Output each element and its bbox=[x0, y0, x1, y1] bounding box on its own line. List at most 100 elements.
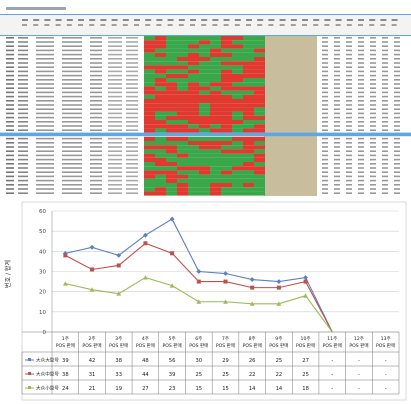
category-label: 10주 bbox=[301, 336, 311, 342]
table-cell: 25 bbox=[302, 372, 309, 378]
y-tick-label: 0 bbox=[43, 330, 47, 336]
table-cell: 25 bbox=[276, 358, 283, 364]
y-tick-label: 40 bbox=[39, 249, 46, 255]
legend-label: 大众大型号 bbox=[36, 357, 59, 364]
table-cell: 44 bbox=[142, 372, 149, 378]
table-cell: 39 bbox=[62, 358, 69, 364]
data-point bbox=[276, 301, 282, 306]
category-label: POS 판매 bbox=[189, 342, 208, 349]
y-axis-label: 번호 / 합계 bbox=[4, 260, 12, 288]
table-cell: 39 bbox=[169, 372, 176, 378]
category-label: 4주 bbox=[142, 336, 149, 342]
category-label: POS 판매 bbox=[109, 342, 128, 349]
category-label: POS 판매 bbox=[376, 342, 395, 349]
data-point bbox=[143, 241, 148, 246]
data-point bbox=[303, 279, 308, 284]
table-cell: 14 bbox=[276, 386, 283, 392]
category-label: 8주 bbox=[249, 336, 256, 342]
category-label: POS 판매 bbox=[136, 342, 155, 349]
table-cell: 19 bbox=[115, 386, 122, 392]
category-label: POS 판매 bbox=[243, 342, 262, 349]
table-cell: 30 bbox=[196, 358, 203, 364]
table-cell: 26 bbox=[249, 358, 256, 364]
table-cell: 29 bbox=[222, 358, 229, 364]
table-cell: 15 bbox=[222, 386, 229, 392]
table-cell: - bbox=[331, 372, 333, 378]
data-point bbox=[196, 299, 202, 304]
data-point bbox=[169, 283, 175, 288]
y-tick-label: 20 bbox=[39, 290, 46, 296]
table-cell: 15 bbox=[196, 386, 203, 392]
data-point bbox=[303, 293, 308, 298]
table-cell: 56 bbox=[169, 358, 176, 364]
data-point bbox=[169, 216, 175, 222]
data-point bbox=[116, 252, 122, 258]
table-cell: 22 bbox=[249, 372, 256, 378]
data-point bbox=[249, 301, 255, 306]
table-cell: 21 bbox=[89, 386, 96, 392]
category-label: 7주 bbox=[222, 336, 229, 342]
category-label: POS 판매 bbox=[296, 342, 315, 349]
table-cell: 23 bbox=[169, 386, 176, 392]
table-cell: - bbox=[358, 358, 360, 364]
category-label: 9주 bbox=[275, 336, 282, 342]
data-point bbox=[196, 279, 201, 284]
table-cell: 27 bbox=[142, 386, 149, 392]
legend-label: 大众中型号 bbox=[36, 371, 59, 378]
y-tick-label: 10 bbox=[39, 310, 46, 316]
category-label: 11주 bbox=[327, 336, 337, 342]
table-cell: 27 bbox=[302, 358, 309, 364]
data-point bbox=[116, 263, 121, 268]
data-point bbox=[276, 279, 282, 284]
chart-frame bbox=[21, 201, 407, 401]
table-cell: 25 bbox=[222, 372, 229, 378]
table-cell: 38 bbox=[62, 372, 69, 378]
category-label: POS 판매 bbox=[323, 342, 342, 349]
table-cell: 33 bbox=[115, 372, 122, 378]
table-cell: - bbox=[385, 372, 387, 378]
table-cell: 25 bbox=[196, 372, 203, 378]
table-cell: - bbox=[385, 358, 387, 364]
data-point bbox=[223, 299, 228, 304]
data-point bbox=[62, 281, 68, 286]
data-point bbox=[170, 251, 175, 256]
data-point bbox=[63, 253, 68, 258]
category-label: 1주 bbox=[62, 336, 69, 342]
category-label: 3주 bbox=[115, 336, 122, 342]
data-point bbox=[303, 275, 308, 280]
data-point bbox=[276, 285, 281, 290]
category-label: POS 판매 bbox=[82, 342, 101, 349]
category-label: POS 판매 bbox=[269, 342, 288, 349]
table-cell: - bbox=[385, 386, 387, 392]
legend-marker bbox=[28, 386, 31, 389]
legend-label: 大众小型号 bbox=[36, 385, 59, 392]
category-label: 13주 bbox=[381, 336, 391, 342]
y-tick-label: 50 bbox=[39, 229, 46, 235]
spreadsheet-thumbnail bbox=[0, 7, 411, 196]
data-point bbox=[143, 275, 148, 280]
table-cell: 14 bbox=[249, 386, 256, 392]
y-tick-label: 60 bbox=[39, 209, 46, 215]
category-label: 2주 bbox=[88, 336, 95, 342]
category-label: 5주 bbox=[169, 336, 176, 342]
table-cell: 24 bbox=[62, 386, 69, 392]
category-label: POS 판매 bbox=[163, 342, 182, 349]
table-cell: 31 bbox=[89, 372, 96, 378]
category-label: POS 판매 bbox=[216, 342, 235, 349]
table-cell: - bbox=[358, 372, 360, 378]
table-cell: - bbox=[358, 386, 360, 392]
table-cell: 22 bbox=[276, 372, 283, 378]
legend-marker bbox=[28, 358, 31, 361]
y-tick-label: 30 bbox=[39, 270, 46, 276]
data-point bbox=[89, 287, 95, 292]
data-point bbox=[249, 277, 255, 282]
category-label: 6주 bbox=[195, 336, 202, 342]
category-label: POS 판매 bbox=[56, 342, 75, 349]
data-point bbox=[223, 279, 228, 284]
table-cell: 48 bbox=[142, 358, 149, 364]
y-axis-ticks: 0 10 20 30 40 50 60 bbox=[39, 209, 47, 336]
data-point bbox=[250, 285, 255, 290]
table-cell: 18 bbox=[302, 386, 309, 392]
data-point bbox=[90, 267, 95, 272]
